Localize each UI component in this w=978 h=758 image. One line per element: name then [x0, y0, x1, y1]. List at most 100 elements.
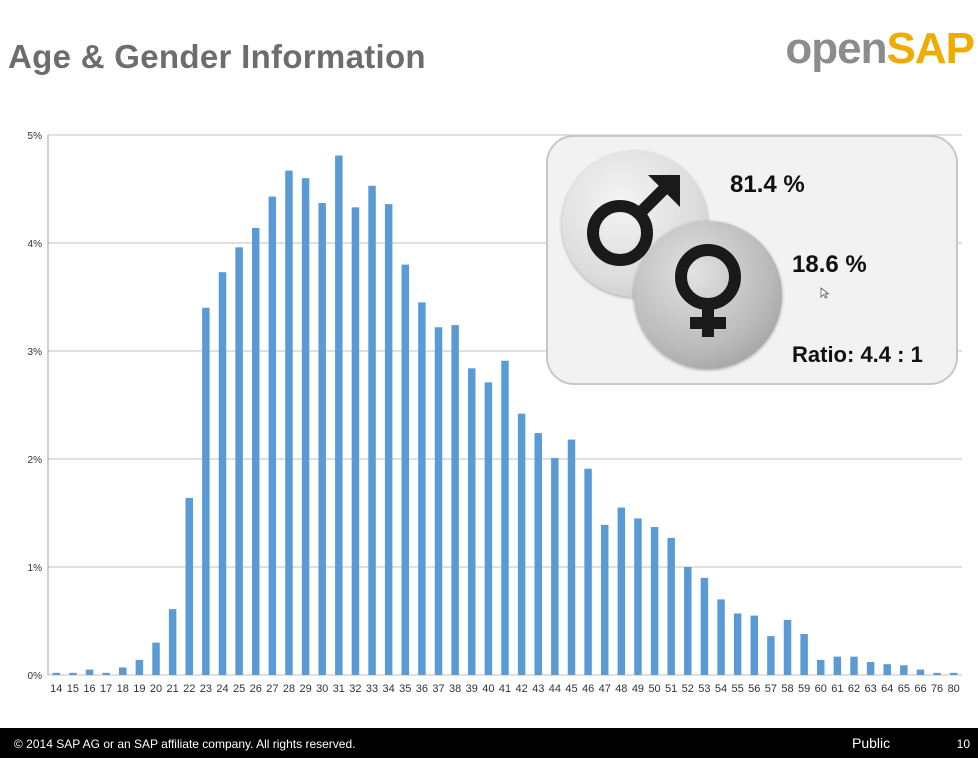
x-tick-label: 22	[183, 683, 195, 695]
x-tick-label: 32	[349, 683, 361, 695]
bar	[800, 633, 808, 675]
bar	[418, 302, 426, 675]
bar	[850, 656, 858, 675]
bar	[168, 609, 177, 675]
bar	[667, 537, 675, 675]
x-tick-label: 43	[532, 683, 544, 695]
bar	[468, 368, 476, 675]
bar	[152, 642, 160, 675]
x-tick-label: 33	[366, 683, 378, 695]
x-tick-label: 46	[582, 683, 594, 695]
bar	[501, 360, 509, 675]
bar	[866, 662, 875, 675]
y-tick-label: 2%	[28, 455, 43, 466]
x-tick-label: 35	[399, 683, 411, 695]
bar	[617, 507, 626, 675]
female-badge	[634, 221, 782, 369]
x-tick-label: 40	[482, 683, 494, 695]
bar	[318, 203, 326, 675]
x-tick-label: 18	[117, 683, 129, 695]
bar	[285, 170, 293, 675]
x-tick-label: 37	[432, 683, 444, 695]
bar	[335, 155, 343, 675]
bar	[235, 247, 243, 675]
bar	[783, 619, 792, 675]
bar	[301, 178, 310, 675]
opensap-logo: openSAP	[785, 24, 975, 74]
bar	[534, 433, 542, 675]
bar	[135, 659, 144, 675]
x-tick-label: 39	[466, 683, 478, 695]
x-tick-label: 41	[499, 683, 511, 695]
female-symbol-icon	[675, 244, 741, 337]
bar	[102, 672, 110, 675]
bar	[900, 665, 908, 675]
bar	[368, 185, 376, 675]
x-tick-label: 60	[815, 683, 827, 695]
bar	[933, 672, 941, 675]
x-tick-label: 25	[233, 683, 245, 695]
bar	[733, 613, 742, 675]
logo-sap-text: SAP	[886, 24, 975, 73]
y-tick-label: 0%	[28, 671, 43, 682]
bar	[883, 664, 891, 675]
bar	[218, 272, 227, 675]
page-number: 10	[956, 737, 970, 751]
bar	[551, 457, 559, 675]
x-tick-label: 14	[50, 683, 62, 695]
x-tick-label: 62	[848, 683, 860, 695]
x-tick-label: 50	[648, 683, 660, 695]
x-tick-label: 47	[599, 683, 611, 695]
bar	[650, 527, 659, 675]
bar	[717, 599, 725, 675]
bar	[119, 667, 127, 675]
x-tick-label: 48	[615, 683, 627, 695]
x-tick-label: 21	[167, 683, 179, 695]
bar	[434, 327, 443, 675]
bar	[52, 672, 61, 675]
x-tick-label: 56	[748, 683, 760, 695]
x-tick-label: 59	[798, 683, 810, 695]
bar	[85, 669, 94, 675]
x-tick-label: 19	[133, 683, 145, 695]
bar	[833, 656, 842, 675]
bar	[767, 636, 775, 675]
x-tick-label: 55	[732, 683, 744, 695]
classification-label: Public	[852, 735, 891, 751]
x-tick-label: 31	[333, 683, 345, 695]
x-tick-label: 44	[549, 683, 561, 695]
male-percentage: 81.4 %	[730, 171, 805, 198]
x-tick-label: 61	[831, 683, 843, 695]
x-tick-label: 53	[698, 683, 710, 695]
bar	[185, 497, 193, 675]
bar	[600, 524, 609, 675]
x-tick-label: 29	[299, 683, 311, 695]
bar	[268, 196, 277, 675]
age-distribution-chart: 0% 1% 2% 3% 4% 5% 14 15 16 17 18 19 20 21 22 23 24 25 26 27…	[28, 131, 962, 695]
x-tick-label: 45	[565, 683, 577, 695]
bar	[351, 207, 360, 676]
x-tick-label: 23	[200, 683, 212, 695]
y-tick-label: 1%	[28, 563, 43, 574]
x-tick-label: 34	[383, 683, 395, 695]
bar	[567, 439, 576, 675]
bar	[202, 307, 210, 675]
bar	[69, 672, 77, 675]
bar	[817, 659, 825, 675]
x-tick-label: 38	[449, 683, 461, 695]
gender-info-box: 81.4 % 18.6 % Ratio: 4.4 : 1	[546, 135, 958, 385]
x-tick-label: 66	[914, 683, 926, 695]
slide-title: Age & Gender Information	[8, 38, 426, 75]
x-tick-label: 64	[881, 683, 893, 695]
x-tick-label: 58	[781, 683, 793, 695]
bar	[401, 264, 410, 675]
x-tick-label: 49	[632, 683, 644, 695]
x-tick-label: 42	[515, 683, 527, 695]
x-tick-label: 57	[765, 683, 777, 695]
copyright-text: © 2014 SAP AG or an SAP affiliate compan…	[14, 737, 356, 751]
x-tick-label: 16	[83, 683, 95, 695]
footer-bar: © 2014 SAP AG or an SAP affiliate compan…	[0, 728, 978, 758]
y-tick-label: 3%	[28, 347, 43, 358]
x-tick-label: 27	[266, 683, 278, 695]
x-tick-label: 26	[250, 683, 262, 695]
